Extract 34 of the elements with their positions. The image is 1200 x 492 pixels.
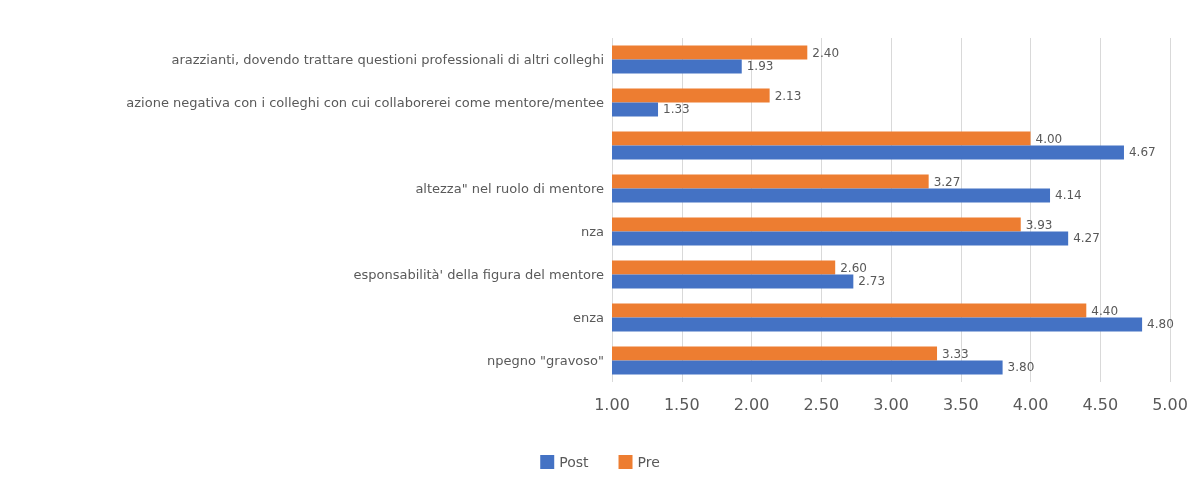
data-label: 1.33 — [663, 102, 690, 117]
data-label: 2.40 — [812, 45, 840, 60]
data-label: 3.27 — [933, 174, 961, 189]
y-tick-label: nza — [580, 224, 604, 239]
y-tick-label: arazzianti, dovendo trattare questioni professionali di altri colleghi — [171, 52, 604, 67]
data-label: 4.14 — [1055, 188, 1082, 203]
data-label: 2.13 — [774, 88, 802, 103]
x-tick-label: 1.50 — [663, 394, 700, 414]
data-label: 3.80 — [1007, 360, 1035, 375]
y-tick-label: altezza" nel ruolo di mentore — [415, 181, 604, 196]
legend-label: Pre — [637, 454, 660, 470]
x-tick-label: 3.00 — [873, 394, 909, 414]
data-label: 2.60 — [840, 260, 867, 275]
data-label: 4.40 — [1091, 303, 1119, 318]
y-tick-label: azione negativa con i colleghi con cui collaborerei come mentore/mentee — [126, 95, 604, 110]
data-label: 4.27 — [1073, 231, 1100, 246]
data-label: 2.73 — [858, 274, 886, 289]
x-tick-label: 5.00 — [1152, 394, 1188, 414]
x-tick-label: 1.00 — [594, 394, 630, 414]
x-tick-label: 2.00 — [733, 394, 770, 414]
data-label: 3.33 — [942, 346, 969, 361]
data-label: 3.93 — [1025, 217, 1053, 232]
x-tick-label: 4.00 — [1012, 394, 1049, 414]
legend-label: Post — [559, 454, 590, 470]
y-tick-label: esponsabilità' della figura del mentore — [353, 267, 604, 282]
data-label: 4.00 — [1035, 131, 1063, 146]
y-tick-label: enza — [572, 310, 604, 325]
x-tick-label: 3.50 — [942, 394, 979, 414]
x-tick-label: 4.50 — [1082, 394, 1119, 414]
data-label: 1.93 — [746, 59, 774, 74]
data-label: 4.67 — [1128, 145, 1156, 160]
data-label: 4.80 — [1147, 317, 1174, 332]
y-tick-label: npegno "gravoso" — [487, 353, 604, 368]
x-tick-label: 2.50 — [803, 394, 840, 414]
